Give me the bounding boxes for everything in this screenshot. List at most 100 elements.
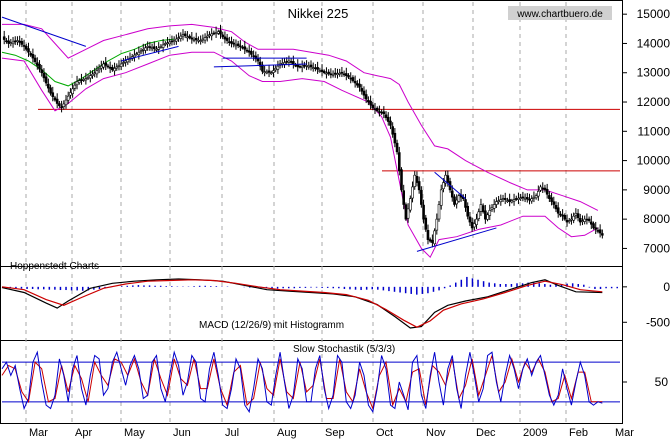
candle-body — [157, 47, 161, 50]
candle-body — [386, 116, 390, 122]
candle-body — [31, 54, 35, 59]
candle-body — [484, 210, 487, 220]
candle-body — [22, 45, 26, 47]
month-label: Jul — [225, 427, 239, 439]
bollinger-bands — [1, 23, 599, 259]
candle-body — [397, 152, 401, 172]
candle-body — [428, 239, 432, 242]
candle-body — [274, 68, 277, 71]
candle-body — [364, 94, 368, 100]
x-axis-month-labels: Mar Apr May Jun Jul Aug Sep Oct Nov Dec 2009 Feb Mar — [29, 427, 634, 439]
candle-body — [409, 198, 412, 211]
candle-body — [80, 79, 83, 82]
macd-tick-label: 0 — [663, 280, 670, 294]
candle-body — [20, 41, 24, 45]
candle-body — [353, 80, 357, 84]
candle-body — [488, 210, 492, 216]
candle-body — [329, 73, 333, 76]
candle-body — [464, 199, 467, 208]
price-tick-label: 13000 — [637, 66, 671, 80]
candle-body — [561, 214, 564, 217]
candle-body — [146, 46, 149, 48]
macd-axis-ticks: 0 -500 — [622, 280, 670, 329]
candle-body — [389, 120, 392, 126]
candle-body — [325, 72, 328, 75]
candle-body — [124, 60, 127, 63]
month-label: Apr — [75, 427, 92, 439]
candle-body — [525, 197, 529, 200]
candle-body — [111, 66, 114, 71]
candle-body — [468, 216, 472, 223]
candle-body — [208, 34, 211, 36]
candle-body — [139, 50, 143, 53]
candle-body — [236, 43, 240, 46]
candle-body — [442, 182, 445, 190]
candle-body — [435, 218, 439, 231]
price-candlesticks — [2, 24, 604, 248]
candle-body — [243, 46, 247, 50]
candle-body — [69, 92, 72, 96]
candle-body — [144, 47, 147, 51]
candle-body — [214, 32, 218, 34]
candle-body — [100, 65, 103, 69]
candle-body — [433, 230, 436, 245]
candle-body — [228, 41, 231, 43]
candle-body — [106, 65, 110, 68]
horizontal-resistance-lines — [38, 108, 620, 172]
candle-body — [91, 73, 94, 76]
month-label: May — [124, 427, 145, 439]
candle-body — [590, 221, 593, 225]
candle-body — [71, 88, 74, 94]
candle-body — [265, 71, 269, 74]
candle-body — [292, 61, 295, 65]
candle-body — [349, 77, 353, 80]
candle-body — [88, 75, 92, 79]
candle-body — [199, 40, 202, 42]
candle-body — [49, 87, 52, 94]
candle-body — [362, 90, 366, 96]
price-tick-label: 8000 — [643, 212, 670, 226]
candle-body — [307, 65, 311, 68]
candle-body — [402, 190, 406, 205]
macd-lines — [1, 278, 603, 329]
candle-body — [378, 111, 381, 113]
candle-body — [108, 67, 112, 69]
candle-body — [400, 169, 403, 191]
stochastic-series-line — [1, 350, 603, 414]
stochastic-title: Slow Stochastik (5/3/3) — [293, 344, 395, 355]
candle-body — [499, 199, 503, 203]
candle-body — [102, 63, 105, 68]
candle-body — [322, 70, 326, 74]
candle-body — [29, 53, 32, 56]
candle-body — [51, 92, 55, 97]
candle-body — [234, 44, 238, 47]
candle-body — [64, 99, 68, 106]
month-label: Nov — [426, 427, 446, 439]
candle-body — [375, 107, 379, 112]
candle-body — [492, 204, 496, 209]
candle-body — [481, 205, 485, 213]
candle-body — [75, 81, 79, 86]
candle-body — [543, 187, 547, 191]
candle-body — [347, 75, 350, 78]
candle-body — [230, 41, 233, 44]
candle-body — [333, 72, 337, 75]
candle-body — [263, 71, 266, 73]
hoppenstedt-label: Hoppenstedt Charts — [10, 261, 99, 272]
candle-body — [38, 63, 41, 70]
candle-body — [320, 69, 324, 72]
candle-body — [252, 55, 255, 57]
month-label: Mar — [29, 427, 48, 439]
candle-body — [327, 71, 330, 74]
candle-body — [190, 37, 194, 40]
candle-body — [532, 196, 536, 199]
candle-body — [581, 220, 584, 222]
candle-body — [512, 199, 516, 202]
candle-body — [82, 79, 85, 81]
month-label: 2009 — [523, 427, 547, 439]
candle-body — [360, 88, 364, 92]
candle-body — [316, 67, 319, 70]
candle-body — [578, 218, 582, 223]
candle-body — [528, 198, 531, 201]
candle-body — [27, 48, 30, 53]
